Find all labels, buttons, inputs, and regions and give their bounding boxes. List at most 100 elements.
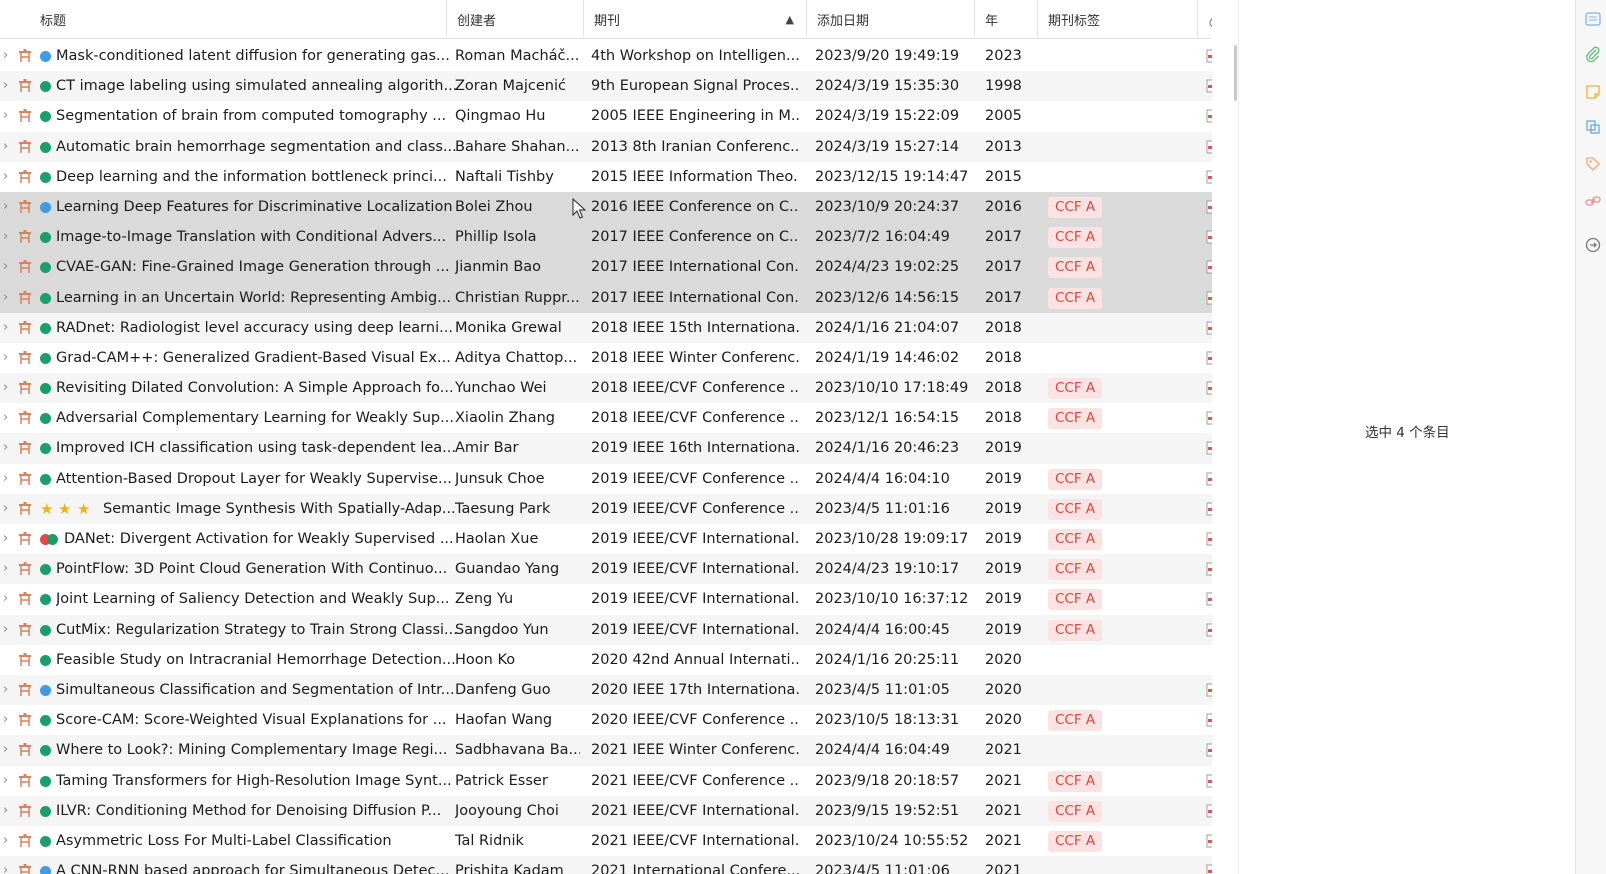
pdf-attachment-icon[interactable] xyxy=(1206,140,1212,154)
table-row[interactable]: › CVAE-GAN: Fine-Grained Image Generation… xyxy=(0,252,1212,283)
table-row[interactable]: › CT image labeling using simulated annea… xyxy=(0,71,1212,102)
table-row[interactable]: › Score-CAM: Score-Weighted Visual Explan… xyxy=(0,705,1212,735)
pdf-attachment-icon[interactable] xyxy=(1206,804,1212,818)
pdf-attachment-icon[interactable] xyxy=(1206,743,1212,757)
expand-twisty-icon[interactable]: › xyxy=(3,440,9,456)
table-row[interactable]: › Mask-conditioned latent diffusion for g… xyxy=(0,41,1212,71)
expand-twisty-icon[interactable]: › xyxy=(3,621,9,637)
table-row[interactable]: › Taming Transformers for High-Resolution… xyxy=(0,766,1212,796)
table-row[interactable]: › Image-to-Image Translation with Conditi… xyxy=(0,222,1212,253)
table-row[interactable]: › Learning in an Uncertain World: Represe… xyxy=(0,282,1212,313)
pdf-attachment-icon[interactable] xyxy=(1206,170,1212,184)
notes-icon[interactable] xyxy=(1584,83,1602,101)
pdf-attachment-icon[interactable] xyxy=(1206,472,1212,486)
expand-twisty-icon[interactable]: › xyxy=(3,78,9,94)
pdf-attachment-icon[interactable] xyxy=(1206,502,1212,516)
pdf-attachment-icon[interactable] xyxy=(1206,623,1212,637)
expand-twisty-icon[interactable]: › xyxy=(3,349,9,365)
item-title: Learning Deep Features for Discriminativ… xyxy=(56,198,453,215)
pdf-attachment-icon[interactable] xyxy=(1206,834,1212,848)
pdf-attachment-icon[interactable] xyxy=(1206,381,1212,395)
table-row[interactable]: › Improved ICH classification using task-… xyxy=(0,433,1212,464)
column-header-title[interactable]: 标题 xyxy=(0,0,447,39)
pdf-attachment-icon[interactable] xyxy=(1206,411,1212,425)
expand-twisty-icon[interactable]: › xyxy=(3,712,9,728)
table-row[interactable]: › ILVR: Conditioning Method for Denoising… xyxy=(0,795,1212,826)
scrollbar-thumb[interactable] xyxy=(1234,45,1237,101)
expand-twisty-icon[interactable]: › xyxy=(3,319,9,335)
expand-twisty-icon[interactable]: › xyxy=(3,259,9,275)
table-row[interactable]: › Automatic brain hemorrhage segmentation… xyxy=(0,131,1212,162)
expand-twisty-icon[interactable]: › xyxy=(3,470,9,486)
column-header-creator[interactable]: 创建者 xyxy=(447,0,584,39)
table-row[interactable]: › ★ ★ ★ Semantic Image Synthesis With Spatia… xyxy=(0,493,1212,524)
table-row[interactable]: › PointFlow: 3D Point Cloud Generation Wi… xyxy=(0,554,1212,585)
pdf-attachment-icon[interactable] xyxy=(1206,260,1212,274)
pdf-attachment-icon[interactable] xyxy=(1206,592,1212,606)
column-header-journal[interactable]: 期刊 ▲ xyxy=(584,0,807,39)
column-header-attachments[interactable] xyxy=(1198,0,1212,39)
table-row[interactable]: › RADnet: Radiologist level accuracy usin… xyxy=(0,312,1212,343)
pdf-attachment-icon[interactable] xyxy=(1206,532,1212,546)
related-icon[interactable] xyxy=(1584,192,1602,210)
table-row[interactable]: Feasible Study on Intracranial Hemorrhag… xyxy=(0,645,1212,675)
table-row[interactable]: › CutMix: Regularization Strategy to Trai… xyxy=(0,614,1212,645)
pane-divider[interactable] xyxy=(1238,0,1239,874)
expand-twisty-icon[interactable]: › xyxy=(3,772,9,788)
pdf-attachment-icon[interactable] xyxy=(1206,49,1212,63)
expand-twisty-icon[interactable]: › xyxy=(3,500,9,516)
table-row[interactable]: › Simultaneous Classification and Segment… xyxy=(0,674,1212,706)
pdf-attachment-icon[interactable] xyxy=(1206,683,1212,697)
expand-twisty-icon[interactable]: › xyxy=(3,410,9,426)
info-icon[interactable] xyxy=(1584,10,1602,28)
pdf-attachment-icon[interactable] xyxy=(1206,109,1212,123)
libraries-collections-icon[interactable] xyxy=(1584,118,1602,136)
pdf-attachment-icon[interactable] xyxy=(1206,441,1212,455)
expand-twisty-icon[interactable]: › xyxy=(3,863,9,874)
table-row[interactable]: › Revisiting Dilated Convolution: A Simpl… xyxy=(0,373,1212,404)
pdf-attachment-icon[interactable] xyxy=(1206,321,1212,335)
expand-twisty-icon[interactable]: › xyxy=(3,681,9,697)
pdf-attachment-icon[interactable] xyxy=(1206,774,1212,788)
table-row[interactable]: › Asymmetric Loss For Multi-Label Classif… xyxy=(0,826,1212,856)
pdf-attachment-icon[interactable] xyxy=(1206,230,1212,244)
expand-twisty-icon[interactable]: › xyxy=(3,289,9,305)
table-row[interactable]: › Joint Learning of Saliency Detection an… xyxy=(0,584,1212,614)
table-row[interactable]: › Grad-CAM++: Generalized Gradient-Based … xyxy=(0,343,1212,373)
pdf-attachment-icon[interactable] xyxy=(1206,351,1212,365)
table-row[interactable]: › Attention-Based Dropout Layer for Weakl… xyxy=(0,464,1212,494)
table-row[interactable]: › Deep learning and the information bottl… xyxy=(0,162,1212,192)
expand-twisty-icon[interactable]: › xyxy=(3,802,9,818)
table-row[interactable]: › Learning Deep Features for Discriminati… xyxy=(0,191,1212,223)
item-creator: Guandao Yang xyxy=(455,561,560,578)
expand-twisty-icon[interactable]: › xyxy=(3,531,9,546)
expand-twisty-icon[interactable]: › xyxy=(3,138,9,154)
locate-icon[interactable] xyxy=(1584,236,1602,254)
pdf-attachment-icon[interactable] xyxy=(1206,291,1212,305)
pdf-attachment-icon[interactable] xyxy=(1206,79,1212,93)
expand-twisty-icon[interactable]: › xyxy=(3,380,9,396)
column-header-year[interactable]: 年 xyxy=(975,0,1038,39)
pdf-attachment-icon[interactable] xyxy=(1206,864,1212,874)
table-row[interactable]: › Where to Look?: Mining Complementary Im… xyxy=(0,735,1212,766)
expand-twisty-icon[interactable]: › xyxy=(3,742,9,758)
table-row[interactable]: › Adversarial Complementary Learning for … xyxy=(0,403,1212,433)
expand-twisty-icon[interactable]: › xyxy=(3,108,9,124)
column-header-date-added[interactable]: 添加日期 xyxy=(807,0,975,39)
column-header-journal-tags[interactable]: 期刊标签 xyxy=(1038,0,1198,39)
pdf-attachment-icon[interactable] xyxy=(1206,200,1212,214)
tags-icon[interactable] xyxy=(1584,155,1602,173)
expand-twisty-icon[interactable]: › xyxy=(3,198,9,214)
expand-twisty-icon[interactable]: › xyxy=(3,591,9,607)
expand-twisty-icon[interactable]: › xyxy=(3,229,9,245)
table-row[interactable]: › DANet: Divergent Activation for Weakly … xyxy=(0,524,1212,554)
pdf-attachment-icon[interactable] xyxy=(1206,713,1212,727)
table-row[interactable]: › Segmentation of brain from computed tom… xyxy=(0,101,1212,131)
expand-twisty-icon[interactable]: › xyxy=(3,168,9,184)
pdf-attachment-icon[interactable] xyxy=(1206,562,1212,576)
expand-twisty-icon[interactable]: › xyxy=(3,48,9,63)
table-row[interactable]: › A CNN-RNN based approach for Simultaneo… xyxy=(0,856,1212,874)
attachment-icon[interactable] xyxy=(1584,46,1602,64)
expand-twisty-icon[interactable]: › xyxy=(3,832,9,848)
expand-twisty-icon[interactable]: › xyxy=(3,561,9,577)
